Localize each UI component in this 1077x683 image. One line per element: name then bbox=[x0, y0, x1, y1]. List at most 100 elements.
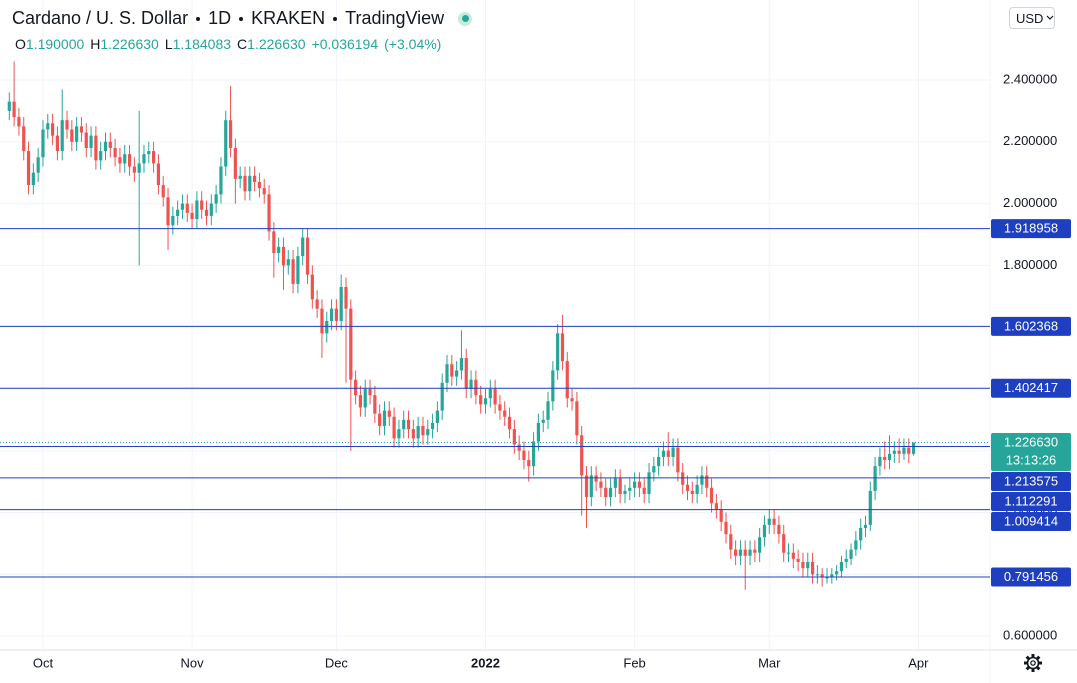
candle-body bbox=[31, 172, 35, 186]
candle-body bbox=[714, 503, 718, 510]
candle-body bbox=[36, 157, 40, 173]
candle-body bbox=[228, 120, 233, 148]
candle-body bbox=[262, 188, 266, 195]
candle-body bbox=[99, 151, 103, 161]
last-price-bg bbox=[991, 433, 1071, 472]
candle-body bbox=[661, 450, 666, 457]
candle-body bbox=[137, 163, 141, 173]
candle-body bbox=[604, 487, 608, 498]
candle-body bbox=[402, 419, 406, 430]
candle-body bbox=[556, 333, 560, 371]
candle-body bbox=[305, 237, 310, 275]
candle-body bbox=[147, 151, 151, 155]
candle-body bbox=[277, 246, 281, 254]
candle-body bbox=[118, 157, 122, 164]
candle-body bbox=[618, 478, 622, 494]
candle-body bbox=[55, 135, 59, 152]
candle-body bbox=[368, 388, 372, 396]
candle-body bbox=[171, 215, 175, 226]
candle-body bbox=[762, 524, 767, 538]
candle-body bbox=[113, 147, 117, 158]
candle-body bbox=[503, 410, 507, 417]
gear-ring bbox=[1026, 656, 1040, 670]
candle-body bbox=[652, 466, 656, 473]
candle-body bbox=[772, 518, 776, 525]
candle-body bbox=[329, 308, 334, 321]
settings-button[interactable] bbox=[1024, 654, 1042, 672]
candle-body bbox=[474, 379, 478, 396]
candle-body bbox=[738, 549, 743, 556]
candle-body bbox=[488, 388, 492, 399]
candle-body bbox=[75, 126, 79, 142]
candle-body bbox=[190, 212, 194, 220]
candle-body bbox=[642, 487, 646, 494]
candle-body bbox=[897, 450, 901, 454]
candle-body bbox=[729, 534, 733, 550]
candle-body bbox=[224, 120, 228, 167]
candle-body bbox=[536, 422, 540, 442]
candle-body bbox=[690, 490, 694, 494]
separator bbox=[333, 16, 338, 21]
y-tick-label: 2.200000 bbox=[1003, 133, 1057, 148]
x-tick-label: Dec bbox=[325, 655, 349, 670]
candle-body bbox=[94, 135, 98, 161]
candle-body bbox=[358, 395, 363, 408]
candle-body bbox=[911, 442, 916, 454]
candle-body bbox=[868, 490, 872, 525]
candle-body bbox=[349, 308, 353, 380]
ohlc-readout: O1.190000 H1.226630 L1.184083 C1.226630 +0.0… bbox=[15, 36, 447, 52]
candle-body bbox=[17, 117, 21, 127]
price-label: 1.112291 bbox=[1004, 493, 1057, 508]
candle-body bbox=[70, 129, 74, 142]
candle-body bbox=[685, 484, 690, 491]
last-price-label: 1.226630 bbox=[1004, 434, 1058, 449]
candle-body bbox=[599, 481, 603, 488]
candle-body bbox=[152, 151, 156, 164]
candle-body bbox=[575, 401, 579, 436]
candle-body bbox=[527, 460, 531, 467]
candle-body bbox=[406, 419, 411, 430]
candle-body bbox=[363, 388, 367, 408]
candle-body bbox=[156, 163, 161, 186]
market-status[interactable] bbox=[458, 11, 473, 26]
y-tick-label: 0.600000 bbox=[1003, 628, 1057, 643]
readout-label: L bbox=[164, 36, 173, 52]
candle-body bbox=[397, 429, 401, 439]
candle-body bbox=[796, 558, 800, 562]
candle-body bbox=[825, 577, 829, 579]
candle-body bbox=[700, 475, 704, 485]
candle-body bbox=[204, 209, 209, 216]
y-tick-label: 2.400000 bbox=[1003, 71, 1057, 86]
candle-body bbox=[195, 200, 199, 220]
candle-body bbox=[267, 194, 271, 232]
candle-body bbox=[782, 534, 786, 553]
candle-body bbox=[479, 395, 483, 405]
candle-body bbox=[373, 395, 377, 414]
candle-body bbox=[464, 358, 468, 389]
currency-button[interactable]: USD bbox=[1009, 7, 1055, 29]
candle-body bbox=[810, 561, 815, 575]
symbol-name[interactable]: Cardano / U. S. Dollar bbox=[12, 8, 189, 28]
candle-body bbox=[46, 123, 50, 130]
candle-body bbox=[219, 166, 223, 195]
candle-body bbox=[281, 246, 286, 266]
price-label-bg bbox=[991, 512, 1071, 532]
readout-label: O bbox=[15, 36, 26, 52]
candle-body bbox=[166, 197, 170, 226]
candle-body bbox=[705, 475, 709, 488]
gear-hole bbox=[1030, 660, 1036, 666]
y-tick-label: 1.800000 bbox=[1003, 257, 1057, 272]
candle-body bbox=[435, 410, 439, 423]
candle-body bbox=[50, 123, 55, 136]
candle-body bbox=[123, 154, 127, 164]
candle-body bbox=[127, 154, 132, 167]
candle-body bbox=[7, 101, 11, 111]
candle-body bbox=[22, 126, 26, 152]
candle-body bbox=[671, 447, 675, 457]
price-label: 0.791456 bbox=[1004, 569, 1058, 584]
interval[interactable]: 1D bbox=[208, 8, 232, 28]
x-tick-label: Apr bbox=[908, 655, 929, 670]
candle-body bbox=[531, 441, 536, 467]
